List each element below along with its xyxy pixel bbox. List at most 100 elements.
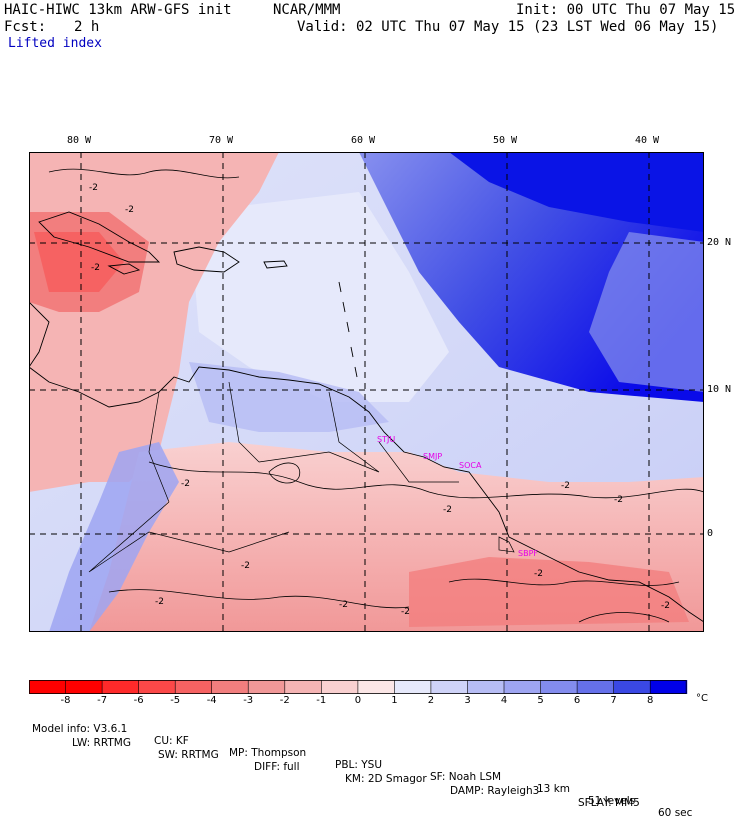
- contour-label: -2: [181, 479, 190, 489]
- colorbar-box: [504, 680, 541, 694]
- coastlines: [29, 211, 704, 623]
- colorbar-box: [29, 680, 66, 694]
- hispaniola-coast: [173, 246, 240, 273]
- colorbar-tick-label: 1: [391, 695, 398, 706]
- colorbar-box: [613, 680, 651, 694]
- station-label: SBPF: [518, 549, 538, 558]
- colorbar-box: [357, 680, 395, 694]
- info-microphysics: MP: Thompson: [229, 747, 307, 759]
- colorbar-tick-label: -3: [243, 695, 254, 706]
- info-diffusion: DIFF: full: [254, 761, 300, 773]
- colorbar-unit: °C: [696, 693, 708, 704]
- contour-line: [148, 461, 704, 499]
- colorbar-tick-label: -4: [206, 695, 217, 706]
- colorbar-box: [248, 680, 286, 694]
- contour-label: -2: [155, 597, 164, 607]
- info-pbl: PBL: YSU: [335, 759, 383, 771]
- lon-label: 70 W: [209, 135, 234, 146]
- info-resolution: 13 km: [537, 783, 571, 795]
- lon-label: 80 W: [67, 135, 92, 146]
- contour-line: [268, 462, 301, 484]
- colorbar-tick-label: -2: [279, 695, 290, 706]
- colorbar-tick-label: -1: [316, 695, 327, 706]
- colorbar-box: [65, 680, 103, 694]
- info-longwave: LW: RRTMG: [72, 737, 131, 749]
- model-info-line-2: LW: RRTMG SW: RRTMG DIFF: full KM: 2D Sm…: [32, 725, 732, 809]
- colorbar-box: [467, 680, 505, 694]
- model-info-line-1: Model info: V3.6.1 CU: KF MP: Thompson P…: [32, 711, 732, 819]
- contour-label: -2: [241, 561, 250, 571]
- puerto-rico-coast: [263, 260, 288, 269]
- contour-label: -2: [443, 505, 452, 515]
- colorbar-box: [394, 680, 432, 694]
- station-label: SMJP: [423, 452, 442, 461]
- graticule: [29, 152, 704, 632]
- contour-label: -2: [401, 607, 410, 617]
- colorbar-box: [138, 680, 176, 694]
- contour-line: [448, 578, 680, 586]
- unstable-patch-south: [409, 557, 689, 627]
- map-frame: [29, 152, 704, 632]
- contour-label: -2: [91, 263, 100, 273]
- colorbar-tick-label: 5: [537, 695, 544, 706]
- init-time: Init: 00 UTC Thu 07 May 15: [516, 2, 736, 18]
- lon-label: 40 W: [635, 135, 660, 146]
- contour-labels: -2 -2 -2 -2 -2 -2 -2 -2 -2 -2 -2 -2 -2: [89, 183, 670, 617]
- contour-label: -2: [561, 481, 570, 491]
- colorbar-tick-label: 8: [647, 695, 654, 706]
- forecast-hour: 2 h: [74, 19, 100, 35]
- info-shortwave: SW: RRTMG: [158, 749, 219, 761]
- jamaica-coast: [107, 263, 141, 275]
- contour-label: -2: [661, 601, 670, 611]
- colorbar-box: [540, 680, 578, 694]
- contour-line: [578, 612, 670, 623]
- contour-label: -2: [339, 600, 348, 610]
- colorbar-tick-label: 7: [610, 695, 617, 706]
- contour-label: -2: [125, 205, 134, 215]
- forecast-label: Fcst:: [4, 19, 47, 35]
- contour-label: -2: [534, 569, 543, 579]
- valid-time: Valid: 02 UTC Thu 07 May 15 (23 LST Wed …: [297, 19, 719, 35]
- lesser-antilles: [338, 281, 358, 378]
- colorbar-tick-label: 4: [500, 695, 508, 706]
- lat-label: 10 N: [707, 384, 732, 395]
- colorbar-box: [430, 680, 468, 694]
- contour-line: [48, 168, 240, 179]
- contour-label: -2: [89, 183, 98, 193]
- info-version: Model info: V3.6.1: [32, 723, 128, 735]
- stable-band-east: [589, 232, 704, 392]
- colorbar: [29, 680, 688, 694]
- stations: STJU SMJP SOCA SBPF: [377, 435, 538, 558]
- station-label: STJU: [377, 435, 395, 444]
- colorbar-tick-label: -8: [60, 695, 71, 706]
- country-borders: [88, 381, 459, 573]
- colorbar-box: [211, 680, 249, 694]
- colorbar-tick-label: 0: [354, 695, 362, 706]
- colorbar-tick-label: -5: [170, 695, 181, 706]
- central-america-coast: [29, 301, 50, 368]
- lat-label: 20 N: [707, 237, 732, 248]
- lifted-index-map: STJU SMJP SOCA SBPF -2 -2 -2 -2 -2 -2 -2…: [29, 152, 704, 632]
- info-damping: DAMP: Rayleigh3: [450, 785, 540, 797]
- organization: NCAR/MMM: [273, 2, 341, 18]
- lon-label: 60 W: [351, 135, 376, 146]
- contour-label: -2: [614, 495, 623, 505]
- lon-label: 50 W: [493, 135, 518, 146]
- amazon-river: [498, 536, 515, 553]
- info-surface-layer: SFLAY: MM5: [578, 797, 640, 809]
- stable-core-northeast: [449, 152, 704, 232]
- south-caribbean-band: [189, 362, 389, 432]
- lon-labels: 80 W 70 W 60 W 50 W 40 W: [0, 135, 740, 149]
- colorbar-box: [175, 680, 213, 694]
- colorbar-box: [284, 680, 322, 694]
- contours-minus-2: [48, 168, 704, 623]
- colorbar-tick-label: 3: [464, 695, 471, 706]
- colorbar-box: [102, 680, 140, 694]
- info-timestep: 60 sec: [658, 807, 693, 819]
- lat-label: 0: [707, 528, 714, 539]
- model-title: HAIC-HIWC 13km ARW-GFS init: [4, 2, 232, 18]
- colorbar-tick-label: -6: [133, 695, 144, 706]
- unstable-peak-west: [34, 232, 124, 292]
- cuba-coast: [38, 211, 161, 263]
- south-america-coast: [29, 366, 704, 623]
